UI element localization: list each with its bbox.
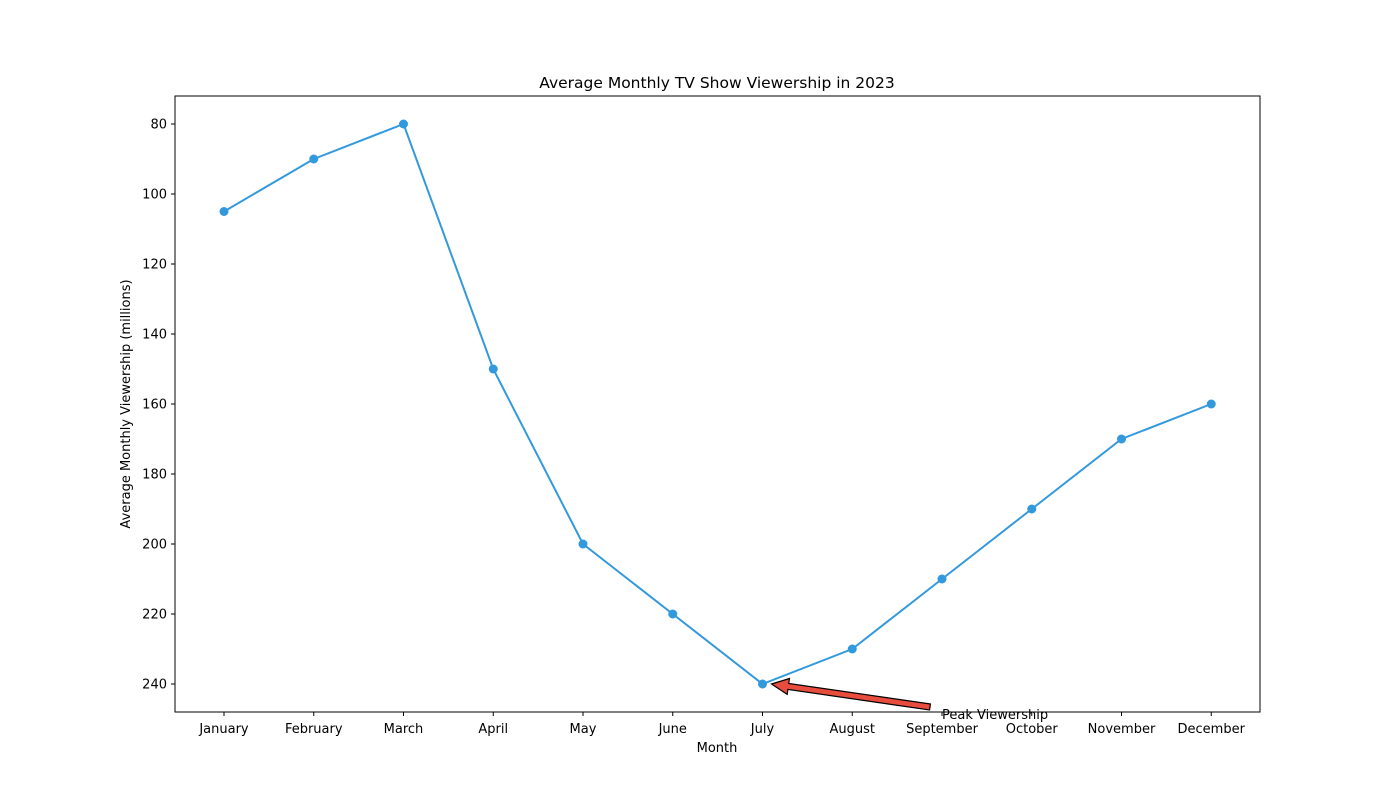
x-axis-title: Month [697,741,738,756]
x-tick-label: November [1088,722,1156,737]
series-line [223,122,1212,686]
data-point [937,574,947,584]
x-tick-label: February [285,722,343,737]
annotation-arrow [770,677,932,711]
x-tick-label: January [198,722,249,737]
y-tick-label: 100 [142,188,167,203]
y-tick-label: 140 [142,328,167,343]
x-tick-label: September [906,722,979,737]
data-point [668,609,678,619]
data-point [1117,434,1126,444]
data-point [399,119,408,129]
x-tick-label: May [570,722,597,737]
x-tick-label: March [384,722,424,737]
y-tick-label: 200 [142,538,167,553]
y-tick-label: 240 [142,678,167,693]
annotation-label: Peak Viewership [942,708,1048,723]
chart-title: Average Monthly TV Show Viewership in 20… [539,74,894,92]
data-point [1206,399,1216,409]
y-tick-label: 120 [142,258,167,273]
y-tick-label: 80 [150,118,167,133]
data-point [488,364,498,374]
y-tick-label: 220 [142,608,167,623]
data-point [758,679,767,689]
y-tick-label: 160 [142,398,167,413]
x-tick-label: April [478,722,508,737]
data-point [219,207,229,216]
x-tick-label: October [1006,722,1059,737]
x-tick-label: August [830,722,876,737]
x-tick-label: July [750,722,775,737]
data-point [578,539,588,549]
plot-frame [174,95,1261,713]
data-point [309,154,319,164]
y-tick-label: 180 [142,468,167,483]
y-axis-title: Average Monthly Viewership (millions) [119,279,134,528]
data-point [847,644,857,654]
x-tick-label: December [1178,722,1246,737]
plot-area: 80 100 120 140 160 180 200 220 240 January Februar… [142,95,1261,737]
data-point [1027,504,1037,514]
x-tick-label: June [658,722,687,737]
